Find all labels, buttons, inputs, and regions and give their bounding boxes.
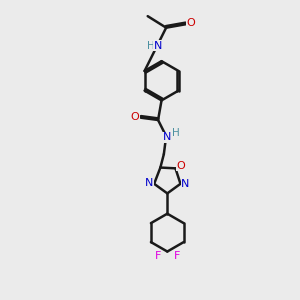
Text: N: N	[145, 178, 153, 188]
Text: F: F	[174, 251, 180, 261]
Text: N: N	[154, 41, 162, 51]
Text: O: O	[187, 18, 195, 28]
Text: H: H	[172, 128, 180, 138]
Text: N: N	[182, 179, 190, 189]
Text: F: F	[154, 251, 161, 261]
Text: O: O	[176, 160, 185, 171]
Text: O: O	[130, 112, 140, 122]
Text: N: N	[163, 132, 171, 142]
Text: H: H	[147, 41, 154, 51]
